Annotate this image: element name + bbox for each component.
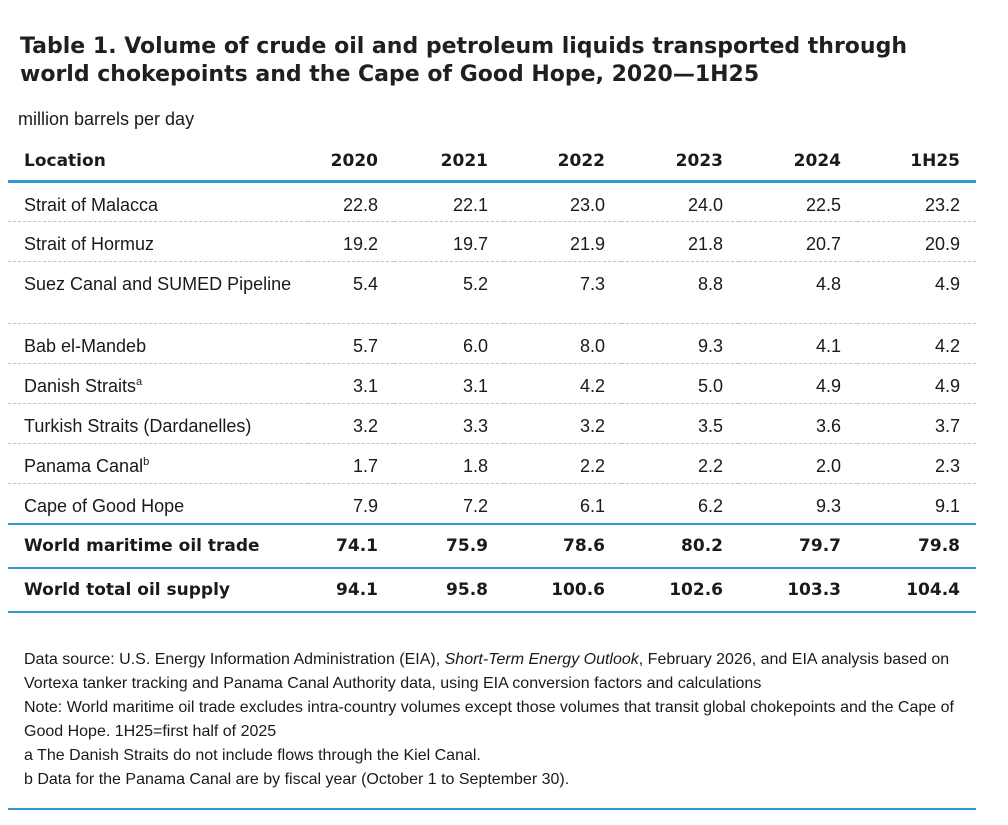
row-value: 4.9 — [857, 363, 976, 404]
table-title: Table 1. Volume of crude oil and petrole… — [20, 34, 907, 87]
row-value: 22.8 — [308, 181, 394, 222]
row-value: 3.1 — [308, 363, 394, 404]
data-source-note: Data source: U.S. Energy Information Adm… — [24, 651, 950, 692]
row-value: 6.0 — [394, 323, 504, 364]
row-location: Bab el-Mandeb — [8, 323, 308, 364]
footnote-a: a The Danish Straits do not include flow… — [24, 747, 481, 764]
row-value: 1.7 — [308, 443, 394, 484]
row-value: 4.1 — [739, 323, 857, 364]
total-value: 74.1 — [308, 523, 394, 569]
header-year: 2023 — [621, 142, 739, 183]
row-value: 23.2 — [857, 181, 976, 222]
row-location: Cape of Good Hope — [8, 483, 308, 525]
row-value: 7.2 — [394, 483, 504, 525]
total-value: 80.2 — [621, 523, 739, 569]
table-row: Panama Canalb 1.7 1.8 2.2 2.2 2.0 2.3 — [8, 443, 976, 484]
row-location: Danish Straitsa — [8, 363, 308, 404]
row-value: 5.4 — [308, 261, 394, 324]
row-value: 2.3 — [857, 443, 976, 484]
total-value: 100.6 — [504, 567, 621, 613]
total-value: 104.4 — [857, 567, 976, 613]
row-value: 4.2 — [504, 363, 621, 404]
total-value: 95.8 — [394, 567, 504, 613]
header-year: 2021 — [394, 142, 504, 183]
row-location: Suez Canal and SUMED Pipeline — [8, 261, 308, 324]
row-value: 3.2 — [308, 403, 394, 444]
row-value: 20.7 — [739, 221, 857, 262]
row-value: 6.1 — [504, 483, 621, 525]
row-value: 9.1 — [857, 483, 976, 525]
table-row: Strait of Malacca 22.8 22.1 23.0 24.0 22.5 23.… — [8, 181, 976, 222]
row-value: 3.1 — [394, 363, 504, 404]
row-location: Panama Canalb — [8, 443, 308, 484]
row-value: 3.3 — [394, 403, 504, 444]
row-value: 19.2 — [308, 221, 394, 262]
total-location: World total oil supply — [8, 567, 308, 613]
row-value: 22.5 — [739, 181, 857, 222]
row-location: Strait of Hormuz — [8, 221, 308, 262]
units-label: million barrels per day — [18, 109, 195, 129]
row-value: 7.9 — [308, 483, 394, 525]
header-year: 2024 — [739, 142, 857, 183]
table-row: Danish Straitsa 3.1 3.1 4.2 5.0 4.9 4.9 — [8, 363, 976, 404]
row-value: 4.9 — [739, 363, 857, 404]
header-year: 2020 — [308, 142, 394, 183]
footnote-marker: b — [143, 456, 150, 468]
row-value: 1.8 — [394, 443, 504, 484]
total-location: World maritime oil trade — [8, 523, 308, 569]
row-location: Turkish Straits (Dardanelles) — [8, 403, 308, 444]
row-value: 24.0 — [621, 181, 739, 222]
footnote-b: b Data for the Panama Canal are by fisca… — [24, 771, 570, 788]
row-value: 2.0 — [739, 443, 857, 484]
row-value: 3.2 — [504, 403, 621, 444]
row-value: 8.0 — [504, 323, 621, 364]
row-value: 9.3 — [621, 323, 739, 364]
row-value: 23.0 — [504, 181, 621, 222]
total-value: 102.6 — [621, 567, 739, 613]
total-value: 103.3 — [739, 567, 857, 613]
total-row: World total oil supply 94.1 95.8 100.6 102.6… — [8, 567, 976, 613]
total-value: 78.6 — [504, 523, 621, 569]
notes: Data source: U.S. Energy Information Adm… — [24, 648, 974, 792]
row-value: 4.9 — [857, 261, 976, 324]
row-value: 3.6 — [739, 403, 857, 444]
row-value: 3.7 — [857, 403, 976, 444]
row-location: Strait of Malacca — [8, 181, 308, 222]
header-year: 2022 — [504, 142, 621, 183]
total-value: 94.1 — [308, 567, 394, 613]
header-location: Location — [8, 142, 308, 183]
row-value: 8.8 — [621, 261, 739, 324]
total-value: 75.9 — [394, 523, 504, 569]
row-value: 5.7 — [308, 323, 394, 364]
table-row: Cape of Good Hope 7.9 7.2 6.1 6.2 9.3 9.1 — [8, 483, 976, 525]
row-value: 9.3 — [739, 483, 857, 525]
row-value: 21.8 — [621, 221, 739, 262]
row-value: 2.2 — [504, 443, 621, 484]
row-value: 19.7 — [394, 221, 504, 262]
row-value: 4.8 — [739, 261, 857, 324]
row-value: 20.9 — [857, 221, 976, 262]
total-value: 79.8 — [857, 523, 976, 569]
header-row: Location 2020 2021 2022 2023 2024 1H25 — [8, 142, 976, 183]
header-year: 1H25 — [857, 142, 976, 183]
table-row: Strait of Hormuz 19.2 19.7 21.9 21.8 20.7 20.9 — [8, 221, 976, 262]
table-row: Turkish Straits (Dardanelles) 3.2 3.3 3.2 3.… — [8, 403, 976, 444]
table-row: Bab el-Mandeb 5.7 6.0 8.0 9.3 4.1 4.2 — [8, 323, 976, 364]
total-row: World maritime oil trade 74.1 75.9 78.6 80.2… — [8, 523, 976, 569]
footnote-marker: a — [136, 376, 143, 388]
row-value: 22.1 — [394, 181, 504, 222]
bottom-rule — [8, 808, 976, 810]
row-value: 2.2 — [621, 443, 739, 484]
row-value: 5.0 — [621, 363, 739, 404]
row-value: 6.2 — [621, 483, 739, 525]
total-value: 79.7 — [739, 523, 857, 569]
table-row: Suez Canal and SUMED Pipeline 5.4 5.2 7.3 8.… — [8, 261, 976, 324]
maritime-trade-note: Note: World maritime oil trade excludes … — [24, 699, 954, 740]
row-value: 7.3 — [504, 261, 621, 324]
chokepoints-table: Location 2020 2021 2022 2023 2024 1H25 S… — [8, 142, 976, 613]
row-value: 5.2 — [394, 261, 504, 324]
row-value: 3.5 — [621, 403, 739, 444]
row-value: 4.2 — [857, 323, 976, 364]
row-value: 21.9 — [504, 221, 621, 262]
